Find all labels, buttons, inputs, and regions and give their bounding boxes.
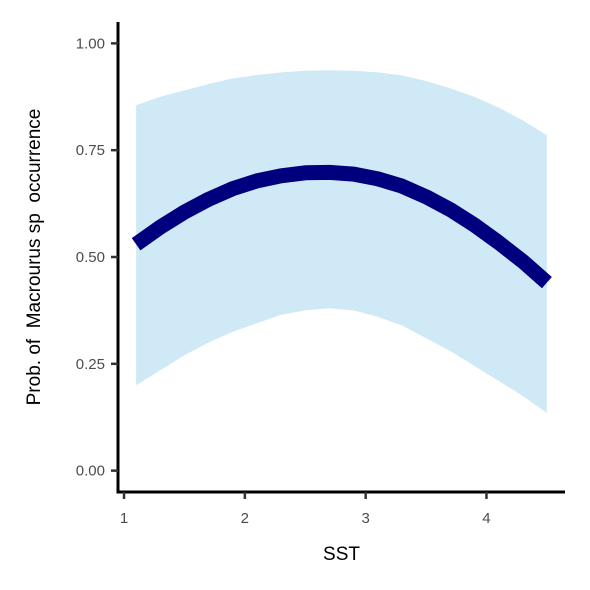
- plot-area: [131, 70, 552, 414]
- y-tick-label: 0.50: [76, 249, 105, 266]
- fitted-line: [131, 164, 552, 289]
- x-axis-title: SST: [323, 544, 360, 565]
- y-tick-label: 0.25: [76, 356, 105, 373]
- y-axis-title: Prob. of Macrourus sp occurrence: [24, 109, 45, 406]
- y-tick-label: 0.00: [76, 463, 105, 480]
- y-tick-label: 0.75: [76, 142, 105, 159]
- x-tick-label: 1: [120, 510, 128, 527]
- x-tick-label: 4: [482, 510, 490, 527]
- axes: 0.00 0.25 0.50 0.75 1.00 1 2 3 4: [76, 22, 565, 527]
- x-axis-ticks: 1 2 3 4: [120, 492, 491, 527]
- y-axis-ticks: 0.00 0.25 0.50 0.75 1.00: [76, 35, 118, 480]
- confidence-ribbon: [136, 70, 547, 414]
- y-tick-label: 1.00: [76, 35, 105, 52]
- x-tick-label: 2: [241, 510, 249, 527]
- x-tick-label: 3: [361, 510, 369, 527]
